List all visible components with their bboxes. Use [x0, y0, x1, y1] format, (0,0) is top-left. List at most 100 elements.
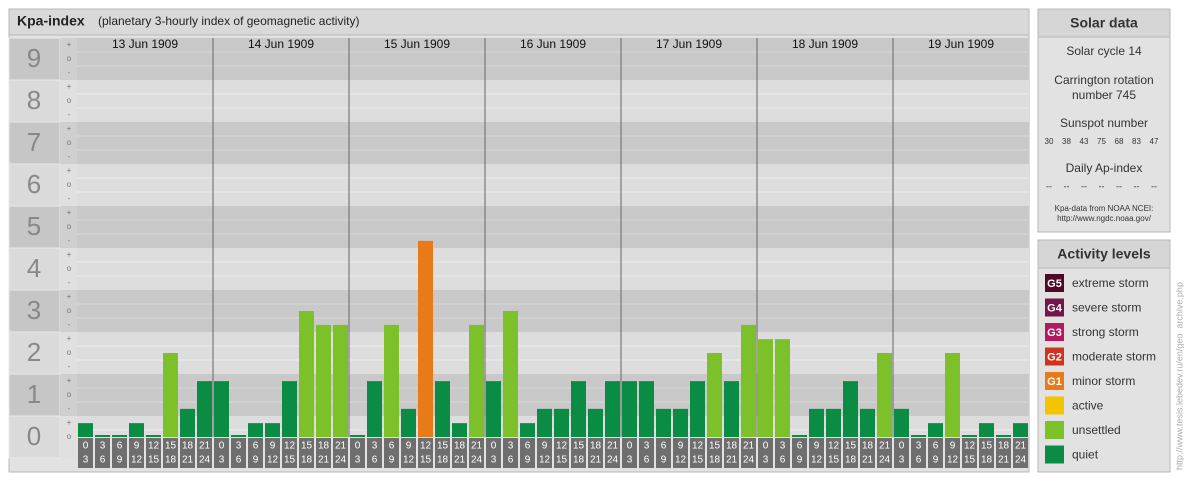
bar — [809, 408, 824, 437]
x-tick-label: 18 — [182, 441, 194, 452]
level-swatch — [1045, 396, 1064, 415]
x-tick-label: 6 — [797, 441, 803, 452]
minor-label: + — [67, 250, 72, 259]
bar — [435, 381, 450, 437]
hour-box — [826, 438, 841, 468]
x-tick-label: 6 — [916, 455, 922, 466]
bar — [537, 408, 552, 437]
x-tick-label: 9 — [525, 455, 531, 466]
x-tick-label: 15 — [964, 455, 976, 466]
bar — [486, 381, 501, 437]
bar — [741, 324, 756, 437]
y-tick-label: 8 — [27, 85, 41, 115]
x-tick-label: 9 — [933, 455, 939, 466]
ap-title: Daily Ap-index — [1066, 161, 1143, 175]
minor-label: - — [68, 236, 71, 245]
day-label: 17 Jun 1909 — [656, 37, 722, 51]
bar — [112, 435, 127, 437]
hour-box — [316, 438, 331, 468]
sunspot-value: 43 — [1080, 137, 1089, 146]
chart-subtitle: (planetary 3-hourly index of geomagnetic… — [98, 14, 359, 28]
minor-band — [60, 374, 77, 416]
x-tick-label: 6 — [236, 455, 242, 466]
bar — [452, 423, 467, 437]
x-tick-label: 12 — [692, 441, 704, 452]
minor-band — [60, 80, 77, 122]
x-tick-label: 18 — [437, 455, 449, 466]
hour-box — [724, 438, 739, 468]
hour-box — [299, 438, 314, 468]
hour-box — [877, 438, 892, 468]
x-tick-label: 15 — [165, 441, 177, 452]
x-tick-label: 18 — [998, 441, 1010, 452]
hour-box — [605, 438, 620, 468]
x-tick-label: 9 — [117, 455, 123, 466]
hour-box — [231, 438, 246, 468]
bar — [911, 435, 926, 437]
sunspot-value: 75 — [1097, 137, 1106, 146]
minor-label: + — [67, 40, 72, 49]
level-swatch — [1045, 323, 1064, 341]
hour-box — [112, 438, 127, 468]
watermark: http://www.tesis.lebedev.ru/en/geo_archi… — [1174, 282, 1184, 470]
minor-band — [60, 38, 77, 80]
level-name: minor storm — [1072, 374, 1135, 388]
bar — [129, 423, 144, 437]
hour-box — [741, 438, 756, 468]
minor-label: o — [67, 54, 72, 63]
minor-label: + — [67, 334, 72, 343]
bar — [265, 423, 280, 437]
level-name: quiet — [1072, 448, 1099, 462]
bar — [95, 435, 110, 437]
bar — [214, 381, 229, 437]
minor-label: + — [67, 124, 72, 133]
hour-box — [775, 438, 790, 468]
source: Kpa-data from NOAA NCEI: — [1055, 204, 1154, 213]
y-tick-label: 3 — [27, 295, 41, 325]
sunspot-value: 30 — [1045, 137, 1054, 146]
x-tick-label: 12 — [267, 455, 279, 466]
bar — [384, 324, 399, 437]
x-tick-label: 24 — [335, 455, 347, 466]
bar — [605, 381, 620, 437]
x-tick-label: 21 — [454, 455, 466, 466]
grid-band — [77, 164, 1029, 206]
x-tick-label: 0 — [355, 441, 361, 452]
x-tick-label: 15 — [573, 441, 585, 452]
x-tick-label: 15 — [845, 441, 857, 452]
x-tick-label: 9 — [134, 441, 140, 452]
bar — [469, 324, 484, 437]
grid-band — [77, 206, 1029, 248]
x-tick-label: 3 — [219, 455, 225, 466]
bar — [894, 408, 909, 437]
minor-label: - — [68, 194, 71, 203]
y-tick-label: 9 — [27, 43, 41, 73]
hour-box — [146, 438, 161, 468]
hour-box — [588, 438, 603, 468]
level-badge: G3 — [1047, 327, 1062, 339]
x-tick-label: 18 — [318, 441, 330, 452]
x-tick-label: 12 — [811, 455, 823, 466]
x-tick-label: 24 — [471, 455, 483, 466]
bar — [180, 408, 195, 437]
bar — [758, 339, 773, 437]
x-tick-label: 3 — [355, 455, 361, 466]
x-tick-label: 12 — [828, 441, 840, 452]
bar — [503, 311, 518, 437]
x-tick-label: 12 — [148, 441, 160, 452]
y-tick-label: 0 — [27, 421, 41, 451]
x-tick-label: 3 — [100, 441, 106, 452]
x-tick-label: 18 — [301, 455, 313, 466]
day-label: 18 Jun 1909 — [792, 37, 858, 51]
solar-title: Solar data — [1070, 15, 1138, 31]
x-tick-label: 6 — [933, 441, 939, 452]
x-tick-label: 24 — [607, 455, 619, 466]
hour-box — [214, 438, 229, 468]
bar — [197, 381, 212, 437]
hour-box — [537, 438, 552, 468]
ap-value: -- — [1064, 181, 1070, 191]
minor-label: - — [68, 404, 71, 413]
ap-value: -- — [1134, 181, 1140, 191]
minor-label: + — [67, 82, 72, 91]
x-tick-label: 12 — [947, 455, 959, 466]
